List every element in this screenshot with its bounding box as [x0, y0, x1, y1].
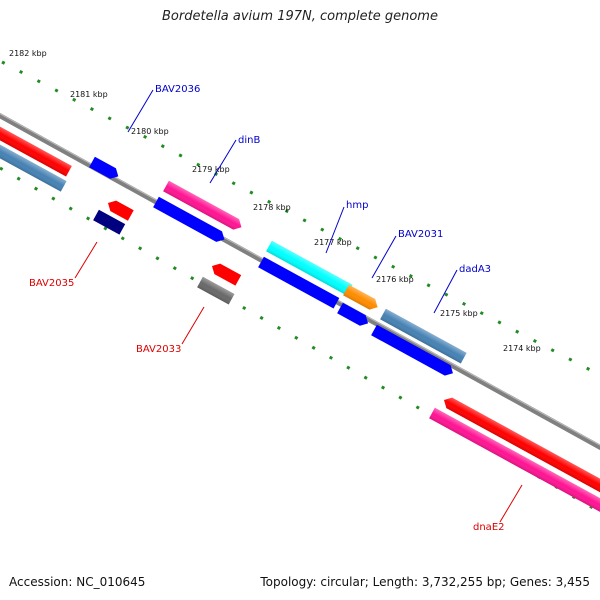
tick-label-2178: 2178 kbp: [253, 203, 291, 212]
gene-BAV2031[interactable]: [343, 284, 380, 313]
label-connectors: [74, 89, 523, 523]
tick-label-2179: 2179 kbp: [192, 165, 230, 174]
gene-blocks-forward: [0, 122, 467, 379]
connector-BAV2036: [127, 89, 154, 133]
connector-hmp: [325, 206, 345, 254]
tick-label-2181: 2181 kbp: [70, 90, 108, 99]
connector-BAV2031: [371, 235, 397, 279]
label-BAV2036: BAV2036: [155, 84, 200, 95]
map-title: Bordetella avium 197N, complete genome: [162, 9, 438, 24]
connector-BAV2035: [74, 241, 98, 279]
outer-tick-ring: [1, 60, 599, 376]
connector-dinB: [209, 139, 237, 184]
label-BAV2033: BAV2033: [136, 344, 181, 355]
gene-dinB[interactable]: [163, 180, 244, 233]
connector-dnaE2: [499, 484, 523, 523]
gene-BAV2035[interactable]: [105, 198, 134, 221]
label-dadA3: dadA3: [459, 264, 491, 275]
label-hmp: hmp: [346, 200, 368, 211]
gene-BAV2034-forward[interactable]: [153, 196, 227, 245]
gene-BAV2033[interactable]: [197, 276, 235, 305]
tick-label-2180: 2180 kbp: [131, 127, 169, 136]
gene-BAV2035-b[interactable]: [93, 209, 126, 235]
connector-dadA3: [433, 269, 458, 314]
gene-right-red-reverse[interactable]: [441, 395, 600, 497]
label-BAV2035: BAV2035: [29, 278, 74, 289]
gene-left-red-forward[interactable]: [0, 122, 72, 177]
label-dnaE2: dnaE2: [473, 522, 505, 533]
tick-label-2176: 2176 kbp: [376, 275, 414, 284]
gene-hmp[interactable]: [266, 240, 353, 296]
tick-label-2175: 2175 kbp: [440, 309, 478, 318]
accession-text: Accession: NC_010645: [9, 575, 146, 589]
gene-left-steelblue-forward[interactable]: [0, 140, 67, 192]
gene-BAV2030[interactable]: [337, 302, 371, 329]
gene-BAV2032[interactable]: [258, 256, 340, 309]
outer-tick-marks: [1, 60, 599, 376]
gene-dnaE2[interactable]: [429, 407, 600, 515]
tick-label-2174: 2174 kbp: [503, 344, 541, 353]
gene-blocks-reverse: [93, 198, 600, 515]
connector-BAV2033: [181, 306, 205, 345]
gene-BAV2036[interactable]: [89, 156, 121, 182]
tick-label-2177: 2177 kbp: [314, 238, 352, 247]
gene-BAV2033-a[interactable]: [209, 261, 242, 286]
tick-label-2182: 2182 kbp: [9, 49, 47, 58]
gene-BAV2028[interactable]: [371, 324, 456, 379]
label-BAV2031: BAV2031: [398, 229, 443, 240]
gene-dadA3[interactable]: [380, 308, 467, 364]
label-dinB: dinB: [238, 135, 260, 146]
genome-summary-text: Topology: circular; Length: 3,732,255 bp…: [260, 575, 590, 589]
